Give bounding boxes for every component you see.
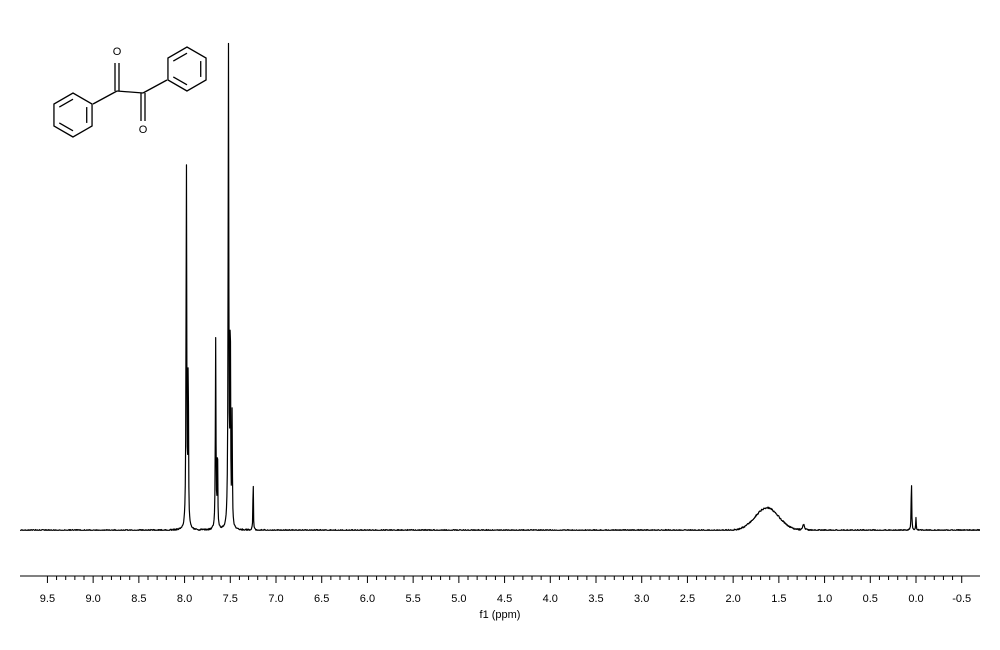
x-tick-label: 9.5 bbox=[40, 593, 55, 605]
x-tick-label: 6.5 bbox=[314, 593, 329, 605]
x-tick-label: 6.0 bbox=[360, 593, 375, 605]
x-tick-label: 7.5 bbox=[223, 593, 238, 605]
svg-text:O: O bbox=[113, 46, 122, 58]
x-tick-label: 5.5 bbox=[405, 593, 420, 605]
x-tick-label: 4.5 bbox=[497, 593, 512, 605]
x-axis-label: f1 (ppm) bbox=[480, 609, 521, 621]
x-tick-label: -0.5 bbox=[952, 593, 971, 605]
molecule-structure-inset: OO bbox=[35, 25, 225, 165]
x-tick-label: 8.5 bbox=[131, 593, 146, 605]
x-tick-label: 9.0 bbox=[85, 593, 100, 605]
x-tick-label: 2.5 bbox=[680, 593, 695, 605]
x-tick-label: 5.0 bbox=[451, 593, 466, 605]
x-tick-label: 4.0 bbox=[543, 593, 558, 605]
x-tick-label: 1.0 bbox=[817, 593, 832, 605]
x-tick-label: 0.5 bbox=[863, 593, 878, 605]
nmr-spectrum-plot: OO bbox=[20, 20, 980, 560]
x-tick-label: 2.0 bbox=[725, 593, 740, 605]
x-tick-label: 3.5 bbox=[588, 593, 603, 605]
x-tick-label: 3.0 bbox=[634, 593, 649, 605]
x-tick-label: 7.0 bbox=[268, 593, 283, 605]
x-tick-label: 0.0 bbox=[908, 593, 923, 605]
x-tick-label: 8.0 bbox=[177, 593, 192, 605]
x-axis: 9.5 9.0 8.5 8.0 7.5 7.0 6.5 6.0 5.5 5.0 4.5 4.0 3.5 3… bbox=[20, 575, 980, 630]
x-tick-label: 1.5 bbox=[771, 593, 786, 605]
svg-text:O: O bbox=[139, 124, 148, 136]
